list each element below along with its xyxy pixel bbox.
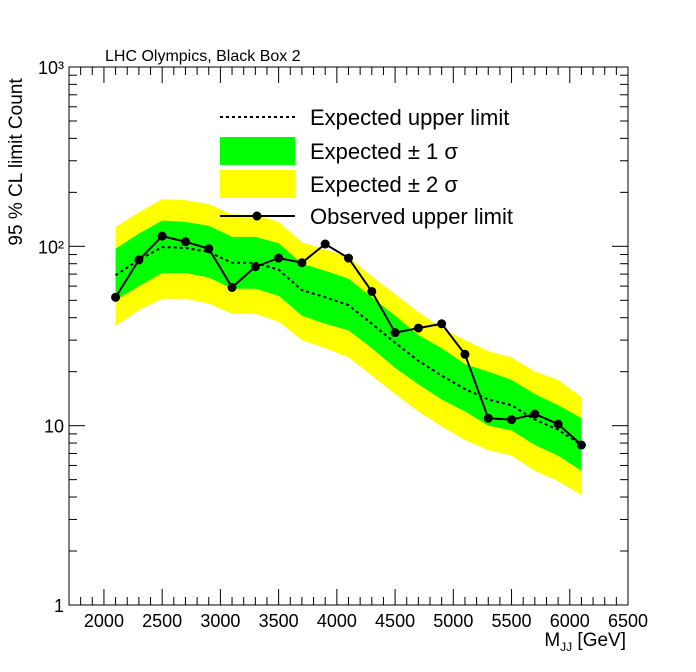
observed-marker — [530, 409, 540, 419]
observed-marker — [180, 237, 190, 247]
legend-swatch — [220, 170, 295, 198]
y-tick-label: 10² — [38, 237, 64, 257]
observed-marker — [553, 419, 563, 429]
x-label-main: M — [544, 630, 560, 651]
x-tick-label: 4500 — [375, 611, 415, 631]
observed-marker — [344, 253, 353, 263]
observed-marker — [576, 440, 586, 450]
observed-marker — [367, 286, 377, 296]
x-tick-label: 2000 — [84, 611, 124, 631]
observed-marker — [437, 319, 447, 329]
observed-marker — [483, 413, 493, 423]
x-axis-label: MJJ [GeV] — [544, 630, 626, 654]
legend-label: Expected upper limit — [310, 105, 509, 130]
x-label-unit: [GeV] — [577, 630, 626, 651]
observed-marker — [227, 282, 237, 292]
legend-label: Expected ± 2 σ — [310, 172, 458, 197]
observed-marker — [250, 262, 260, 272]
y-tick-label: 10 — [44, 417, 64, 437]
observed-marker — [297, 258, 307, 268]
legend-swatch — [220, 137, 295, 165]
observed-marker — [460, 349, 470, 359]
legend-marker — [252, 211, 262, 221]
x-tick-label: 3000 — [200, 611, 240, 631]
x-tick-label: 5500 — [492, 611, 532, 631]
x-tick-label: 5000 — [433, 611, 473, 631]
x-tick-label: 6500 — [608, 611, 648, 631]
expected-line — [115, 246, 582, 446]
observed-marker — [204, 244, 214, 254]
y-tick-label: 1 — [54, 596, 64, 616]
observed-marker — [413, 323, 423, 333]
observed-marker — [320, 239, 330, 249]
y-tick-label: 10³ — [38, 58, 64, 78]
legend-label: Expected ± 1 σ — [310, 139, 458, 164]
observed-marker — [390, 328, 400, 338]
observed-marker — [507, 415, 517, 425]
legend-label: Observed upper limit — [310, 204, 513, 229]
observed-marker — [134, 255, 144, 265]
x-tick-label: 6000 — [550, 611, 590, 631]
x-tick-label: 4000 — [317, 611, 357, 631]
observed-marker — [111, 292, 121, 302]
x-tick-label: 3500 — [259, 611, 299, 631]
y-axis-label: 95 % CL limit Count — [6, 78, 27, 246]
chart-title: LHC Olympics, Black Box 2 — [105, 48, 301, 65]
x-tick-label: 2500 — [142, 611, 182, 631]
x-label-subscript: JJ — [560, 640, 572, 654]
observed-marker — [157, 231, 167, 241]
observed-marker — [274, 253, 284, 263]
